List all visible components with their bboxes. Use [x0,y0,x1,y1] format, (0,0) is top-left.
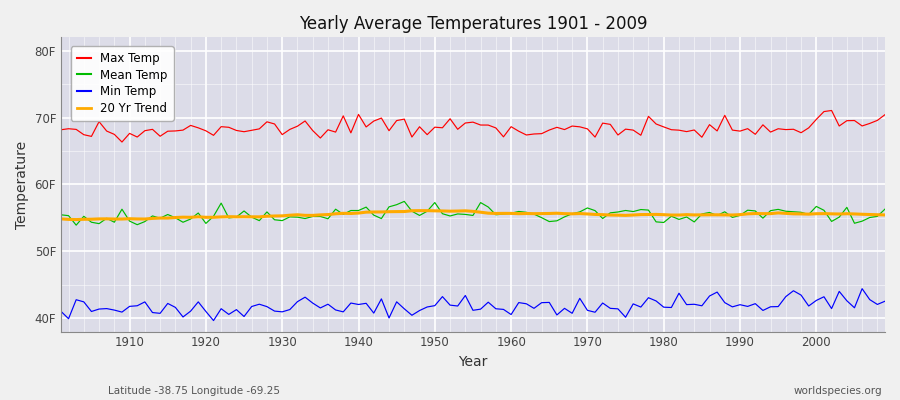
Mean Temp [399,199,410,204]
Mean Temp [338,212,348,217]
20 Yr Trend [879,212,890,217]
Max Temp [292,124,303,128]
Min Temp [506,312,517,317]
Legend: Max Temp, Mean Temp, Min Temp, 20 Yr Trend: Max Temp, Mean Temp, Min Temp, 20 Yr Tre… [71,46,174,121]
Max Temp [117,140,128,144]
20 Yr Trend [338,211,348,216]
Max Temp [338,114,348,118]
Y-axis label: Temperature: Temperature [15,140,29,228]
20 Yr Trend [613,213,624,218]
Max Temp [513,129,524,134]
Mean Temp [513,209,524,214]
Min Temp [56,309,67,314]
Text: worldspecies.org: worldspecies.org [794,386,882,396]
Max Temp [506,124,517,129]
Mean Temp [124,219,135,224]
Mean Temp [613,210,624,214]
20 Yr Trend [56,216,67,221]
Line: Mean Temp: Mean Temp [61,201,885,225]
20 Yr Trend [292,212,303,217]
Max Temp [56,127,67,132]
Min Temp [605,306,616,311]
Title: Yearly Average Temperatures 1901 - 2009: Yearly Average Temperatures 1901 - 2009 [299,15,647,33]
Mean Temp [292,215,303,220]
Mean Temp [71,223,82,228]
20 Yr Trend [521,211,532,216]
Mean Temp [879,207,890,212]
Mean Temp [56,212,67,217]
20 Yr Trend [124,216,135,221]
Line: 20 Yr Trend: 20 Yr Trend [61,211,885,220]
Min Temp [338,310,348,314]
20 Yr Trend [71,217,82,222]
Max Temp [124,131,135,136]
Text: Latitude -38.75 Longitude -69.25: Latitude -38.75 Longitude -69.25 [108,386,280,396]
20 Yr Trend [414,208,425,213]
Min Temp [208,318,219,323]
X-axis label: Year: Year [458,355,488,369]
Max Temp [826,108,837,113]
Line: Min Temp: Min Temp [61,289,885,320]
Min Temp [857,286,868,291]
Mean Temp [521,210,532,215]
Max Temp [605,122,616,127]
Min Temp [117,310,128,314]
Min Temp [292,299,303,304]
20 Yr Trend [513,211,524,216]
Max Temp [879,112,890,117]
Min Temp [879,299,890,304]
Line: Max Temp: Max Temp [61,110,885,142]
Min Temp [513,300,524,305]
